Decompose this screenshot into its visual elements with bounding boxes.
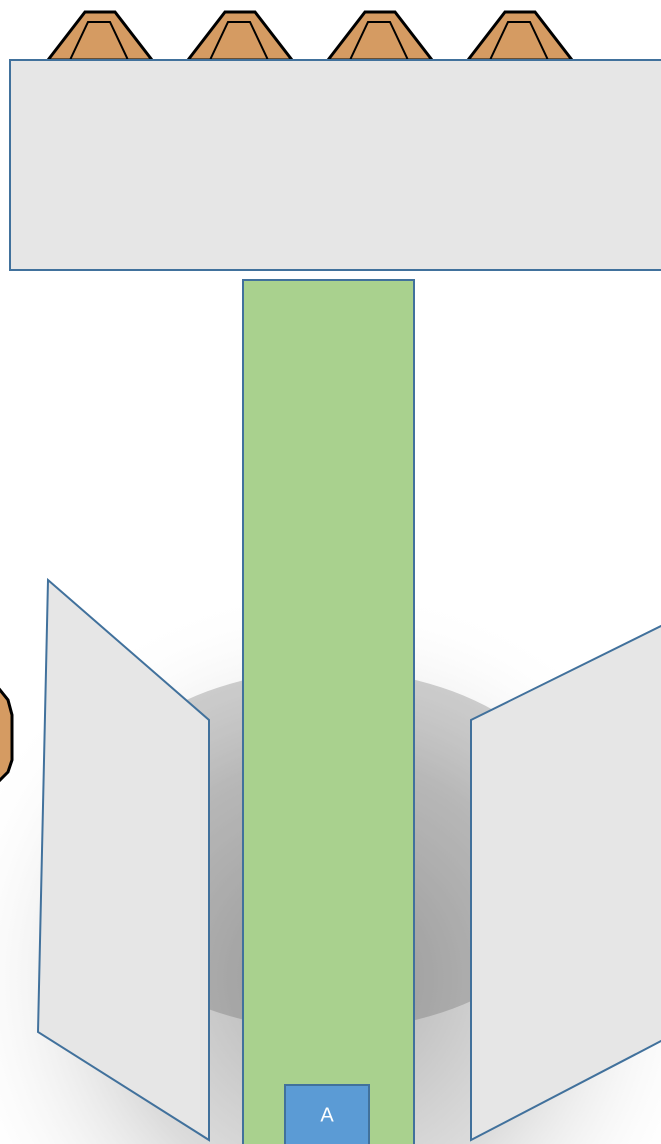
cone [48,12,152,60]
runway [243,280,414,1144]
label-text: A [320,1104,334,1126]
cone [468,12,572,60]
cone [328,12,432,60]
layout-diagram: A [0,0,661,1144]
top-panel [10,60,661,270]
page: {"stage": {"label": "A"}} A [0,0,661,1144]
side-object [0,690,12,780]
cones [48,12,572,60]
cone [188,12,292,60]
